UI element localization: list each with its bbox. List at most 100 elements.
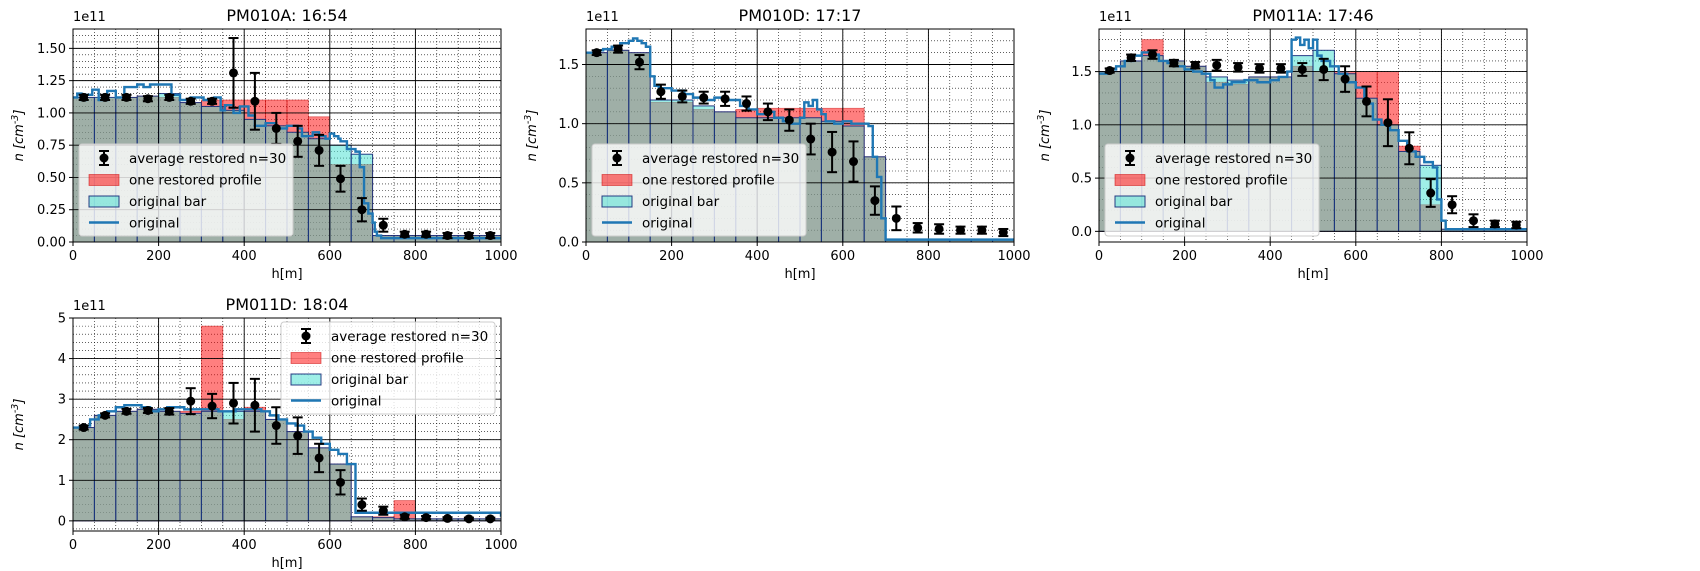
- y-offset-text: 1e11: [1099, 10, 1132, 25]
- original-bar: [93, 414, 117, 522]
- average-point: [998, 228, 1008, 238]
- average-point: [207, 401, 217, 411]
- original-line: [73, 404, 501, 517]
- x-axis-label: h[m]: [784, 267, 815, 282]
- legend-entry-label: one restored profile: [331, 351, 464, 367]
- legend-box: [1104, 143, 1320, 237]
- average-point: [293, 431, 303, 441]
- average-point: [143, 406, 153, 416]
- legend-entry-label: original bar: [331, 372, 409, 388]
- average-point: [186, 96, 196, 106]
- x-tick-label: 0: [1095, 249, 1103, 264]
- legend-entry-label: original: [129, 216, 179, 232]
- axes-frame: [72, 317, 502, 532]
- chart-title: PM011D: 18:04: [226, 295, 349, 314]
- average-point: [1490, 219, 1500, 229]
- y-tick-label: 0.00: [37, 236, 66, 251]
- legend-marker-icon: [612, 153, 622, 163]
- average-point: [1190, 60, 1200, 70]
- x-tick-label: 600: [1343, 249, 1368, 264]
- average-point: [186, 396, 196, 406]
- x-tick-label: 400: [232, 249, 257, 264]
- y-tick-label: 1.5: [1071, 65, 1092, 80]
- y-tick-label: 0.0: [558, 236, 579, 251]
- legend-entry-label: average restored n=30: [642, 151, 799, 167]
- x-tick-label: 200: [146, 538, 171, 553]
- chart-4: 0 200 400 600 800 1000 0 1 2 3 4 5 1e11 PM011D: 18:04…: [10, 295, 518, 571]
- average-point: [1404, 143, 1414, 153]
- axes-frame: [1098, 28, 1528, 243]
- x-tick-label: 800: [916, 249, 941, 264]
- chart-title: PM010D: 17:17: [739, 6, 862, 25]
- x-axis-label: h[m]: [1297, 267, 1328, 282]
- original-line: [1099, 36, 1527, 231]
- legend-entry-label: original: [1155, 216, 1205, 232]
- average-point: [1148, 50, 1157, 60]
- average-point: [229, 398, 238, 408]
- y-tick-label: 0.5: [1071, 172, 1092, 187]
- x-axis-label: h[m]: [271, 556, 302, 571]
- y-tick-label: 1.50: [37, 42, 66, 57]
- average-point: [100, 410, 110, 420]
- original-bar: [372, 517, 395, 522]
- legend-marker-icon: [1125, 153, 1135, 163]
- average-point: [1212, 60, 1222, 70]
- average-point: [207, 96, 217, 106]
- legend-entry-label: average restored n=30: [1155, 151, 1312, 167]
- legend: average restored n=30 one restored profil…: [78, 143, 294, 237]
- legend-entry-label: original bar: [642, 194, 720, 210]
- legend-cyan-patch: [290, 373, 322, 386]
- average-point: [1126, 53, 1136, 63]
- legend-entry-label: original bar: [1155, 194, 1233, 210]
- y-tick-label: 1.25: [37, 74, 66, 89]
- legend-entry-label: original bar: [129, 194, 207, 210]
- average-point: [378, 506, 388, 516]
- x-tick-label: 0: [582, 249, 590, 264]
- average-point: [934, 224, 944, 234]
- x-tick-label: 600: [317, 249, 342, 264]
- original-bar: [329, 144, 352, 242]
- average-point: [314, 453, 324, 463]
- x-tick-label: 600: [830, 249, 855, 264]
- x-axis-label: h[m]: [271, 267, 302, 282]
- legend-marker-icon: [301, 331, 311, 341]
- x-tick-label: 200: [1172, 249, 1197, 264]
- average-point: [656, 87, 666, 97]
- average-point: [977, 225, 987, 235]
- chart-1: 0 200 400 600 800 1000 0.00 0.25 0.50 0.75 1.00 1.2…: [10, 6, 518, 282]
- original-bar: [179, 412, 202, 522]
- y-axis-label: n [cm-3]: [10, 110, 27, 162]
- x-tick-label: 800: [1429, 249, 1454, 264]
- y-tick-label: 2: [58, 433, 66, 448]
- average-point: [164, 92, 174, 102]
- y-tick-label: 4: [58, 352, 66, 367]
- chart-3: 0 200 400 600 800 1000 0.0 0.5 1.0 1.5 1e11 PM011A:…: [1036, 6, 1544, 282]
- chart-title: PM011A: 17:46: [1252, 6, 1373, 25]
- x-tick-label: 0: [69, 249, 77, 264]
- original-bar: [200, 410, 224, 522]
- average-point: [913, 223, 923, 233]
- average-point: [293, 136, 303, 146]
- original-bar: [115, 410, 138, 522]
- average-point: [250, 96, 260, 106]
- y-tick-label: 1.0: [558, 117, 579, 132]
- y-tick-label: 5: [58, 312, 66, 327]
- average-point: [677, 91, 687, 101]
- legend-marker-icon: [99, 153, 109, 163]
- original-bar: [73, 427, 95, 522]
- average-point: [485, 231, 495, 241]
- average-point: [784, 115, 794, 125]
- average-point: [79, 423, 89, 433]
- chart-2: 0 200 400 600 800 1000 0.0 0.5 1.0 1.5 1e11 PM010D:…: [523, 6, 1031, 282]
- average-point: [1340, 74, 1350, 84]
- average-point: [1469, 216, 1478, 226]
- legend-box: [591, 143, 807, 237]
- average-point: [164, 406, 174, 416]
- average-point: [271, 123, 281, 133]
- average-point: [250, 400, 260, 410]
- average-point: [956, 225, 965, 235]
- average-point: [1233, 62, 1243, 72]
- chart-title: PM010A: 16:54: [226, 6, 347, 25]
- y-offset-text: 1e11: [73, 299, 106, 314]
